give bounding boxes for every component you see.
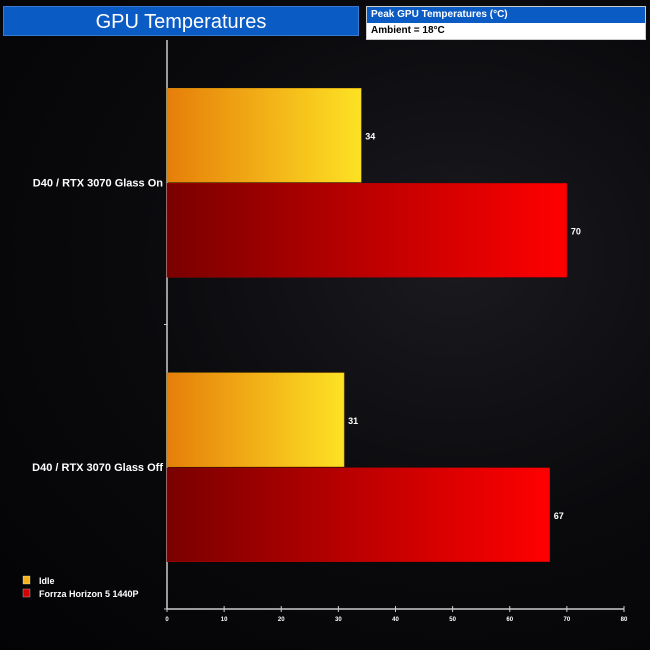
category-label: D40 / RTX 3070 Glass Off [32, 462, 163, 474]
bar-idle [166, 88, 362, 183]
bar-load [166, 183, 568, 278]
x-tick-label: 40 [392, 617, 399, 623]
x-tick-label: 80 [621, 617, 628, 623]
data-label: 34 [365, 131, 375, 141]
chart-title: GPU Temperatures [3, 6, 359, 36]
data-label: 31 [348, 416, 358, 426]
bar-idle [166, 372, 345, 467]
legend-swatch [22, 588, 31, 598]
legend-label: Idle [39, 576, 55, 586]
ambient-note: Ambient = 18°C [367, 23, 645, 39]
x-tick-label: 60 [506, 617, 513, 623]
chart-subtitle: Peak GPU Temperatures (°C) [367, 7, 645, 23]
x-tick-label: 20 [278, 617, 285, 623]
legend-label: Forrza Horizon 5 1440P [39, 589, 139, 599]
x-tick-label: 10 [221, 617, 228, 623]
info-box: Peak GPU Temperatures (°C) Ambient = 18°… [366, 6, 646, 40]
bar-load [166, 467, 550, 562]
data-label: 70 [571, 226, 581, 236]
x-tick-label: 70 [564, 617, 571, 623]
legend-swatch [22, 575, 31, 585]
category-label: D40 / RTX 3070 Glass On [33, 177, 164, 189]
x-tick-label: 30 [335, 617, 342, 623]
data-label: 67 [554, 511, 564, 521]
x-tick-label: 50 [449, 617, 456, 623]
x-tick-label: 0 [165, 617, 169, 623]
